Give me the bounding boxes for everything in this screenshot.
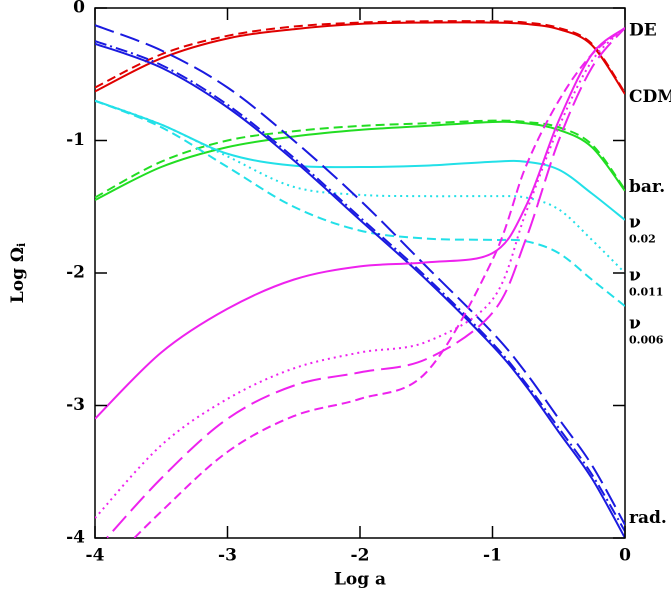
annotation: DE [629, 20, 657, 40]
x-tick-label: -4 [86, 546, 105, 566]
annotation-text: ν [629, 313, 641, 333]
annotation-text: CDM [629, 86, 671, 106]
y-tick-label: -4 [66, 528, 85, 548]
annotation-text: ν [629, 265, 641, 285]
y-tick-label: -1 [66, 130, 85, 150]
x-tick-label: -2 [351, 546, 370, 566]
series-line [95, 20, 625, 94]
series-line [95, 40, 625, 532]
y-tick-label: -2 [66, 263, 85, 283]
annotation-sub: 0.02 [629, 233, 656, 246]
annotation: ν 0.011 [629, 265, 663, 299]
x-axis-label: Log a [334, 570, 386, 590]
x-tick-label: 0 [619, 546, 631, 566]
series-line [95, 99, 625, 221]
lines [95, 20, 625, 538]
y-tick-label: -3 [66, 395, 85, 415]
y-axis-label-main: Log Ω [8, 247, 28, 303]
annotation: rad. [629, 508, 667, 528]
annotation: CDM [629, 86, 671, 106]
annotation: ν 0.02 [629, 212, 656, 246]
series-line [95, 27, 625, 420]
series-line [95, 42, 625, 538]
series-line [95, 99, 625, 274]
series-line [95, 120, 625, 202]
series-line [95, 99, 625, 307]
y-axis-label-sub: i [15, 243, 28, 247]
annotation-text: bar. [629, 176, 665, 196]
y-tick-label: 0 [73, 0, 85, 18]
annotation: ν 0.006 [629, 313, 664, 347]
series-line [95, 24, 625, 526]
x-tick-label: -3 [218, 546, 237, 566]
annotation-sub: 0.011 [629, 286, 663, 299]
annotation: bar. [629, 176, 665, 196]
annotation-text: rad. [629, 508, 667, 528]
plot-frame [94, 7, 626, 539]
y-axis-label-group: Log Ωi [8, 243, 29, 303]
x-tick-label: -1 [483, 546, 502, 566]
annotation-sub: 0.006 [629, 333, 664, 346]
series-line [105, 27, 625, 538]
series-line [95, 21, 625, 95]
annotation-text: ν [629, 212, 641, 232]
series-line [132, 27, 625, 538]
series-line [95, 27, 625, 519]
annotation-text: DE [629, 20, 657, 40]
y-axis-label: Log Ωi [8, 243, 29, 303]
